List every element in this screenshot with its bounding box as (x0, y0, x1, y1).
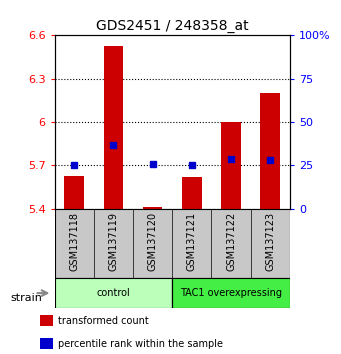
Bar (172, 278, 290, 308)
Text: transformed count: transformed count (58, 316, 148, 326)
Text: GSM137119: GSM137119 (108, 212, 118, 271)
Text: control: control (97, 288, 130, 298)
Text: percentile rank within the sample: percentile rank within the sample (58, 339, 223, 349)
Bar (64, 176, 84, 209)
Text: GSM137118: GSM137118 (69, 212, 79, 271)
Bar (40, 338, 53, 349)
Bar (55, 209, 290, 278)
Bar (261, 93, 280, 209)
Bar (55, 278, 172, 308)
Text: GSM137120: GSM137120 (148, 212, 158, 271)
Text: GSM137123: GSM137123 (265, 212, 275, 271)
Title: GDS2451 / 248358_at: GDS2451 / 248358_at (96, 19, 249, 33)
Text: GSM137122: GSM137122 (226, 212, 236, 271)
Bar (104, 46, 123, 209)
Bar (182, 177, 202, 209)
Text: GSM137121: GSM137121 (187, 212, 197, 271)
Text: TAC1 overexpressing: TAC1 overexpressing (180, 288, 282, 298)
Bar (143, 207, 162, 209)
Bar (40, 315, 53, 326)
Bar (221, 122, 241, 209)
Text: strain: strain (10, 293, 42, 303)
